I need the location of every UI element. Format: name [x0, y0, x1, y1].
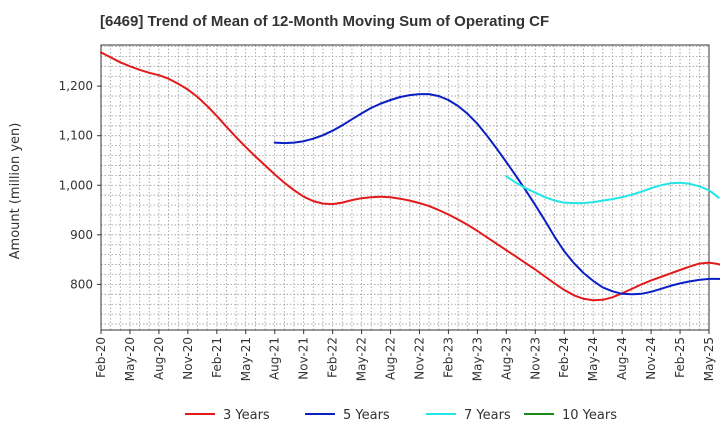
- x-tick-label: May-21: [239, 337, 253, 381]
- x-tick-label: Aug-20: [152, 337, 166, 380]
- legend: 3 Years 5 Years 7 Years 10 Years: [185, 408, 617, 423]
- x-tick-label: Nov-24: [644, 337, 658, 380]
- chart-title: [6469] Trend of Mean of 12-Month Moving …: [100, 13, 549, 30]
- x-tick-label: May-20: [123, 337, 137, 381]
- legend-5-years-label: 5 Years: [343, 408, 390, 423]
- x-tick-label: Feb-21: [210, 337, 224, 378]
- x-tick-label: May-24: [586, 337, 600, 381]
- x-tick-label: May-23: [470, 337, 484, 381]
- series-line-5-years: [273, 93, 720, 296]
- y-tick-label: 1,000: [59, 178, 93, 192]
- legend-3-years-label: 3 Years: [223, 408, 270, 423]
- series-line-3-years: [100, 51, 720, 302]
- x-tick-label: Feb-23: [441, 337, 455, 378]
- x-tick-label: Feb-22: [326, 337, 340, 378]
- y-tick-label: 900: [70, 228, 93, 242]
- x-axis: Feb-20 May-20 Aug-20 Nov-20 Feb-21 May-21 Aug-…: [94, 330, 716, 381]
- series-line-7-years: [505, 175, 720, 205]
- legend-10-years-label: 10 Years: [562, 408, 617, 423]
- y-tick-label: 1,100: [59, 129, 93, 143]
- x-tick-label: Aug-22: [384, 337, 398, 380]
- y-tick-label: 800: [70, 277, 93, 291]
- x-tick-label: Nov-20: [181, 337, 195, 380]
- x-tick-label: Feb-24: [557, 337, 571, 378]
- y-axis-label: Amount (million yen): [8, 123, 23, 260]
- plot-area-frame: [100, 44, 710, 331]
- x-tick-label: Feb-25: [673, 337, 687, 378]
- x-tick-label: Aug-24: [615, 337, 629, 380]
- x-tick-label: Nov-23: [528, 337, 542, 380]
- y-axis: 800 900 1,000 1,100 1,200: [59, 79, 101, 291]
- x-tick-label: Aug-23: [499, 337, 513, 380]
- x-tick-label: May-25: [702, 337, 716, 381]
- y-tick-label: 1,200: [59, 79, 93, 93]
- x-tick-label: May-22: [355, 337, 369, 381]
- x-tick-label: Nov-21: [297, 337, 311, 380]
- x-tick-label: Feb-20: [94, 337, 108, 378]
- legend-7-years-label: 7 Years: [464, 408, 511, 423]
- x-tick-label: Nov-22: [412, 337, 426, 380]
- x-tick-label: Aug-21: [268, 337, 282, 380]
- grid: [101, 45, 709, 330]
- series-lines: [100, 51, 720, 302]
